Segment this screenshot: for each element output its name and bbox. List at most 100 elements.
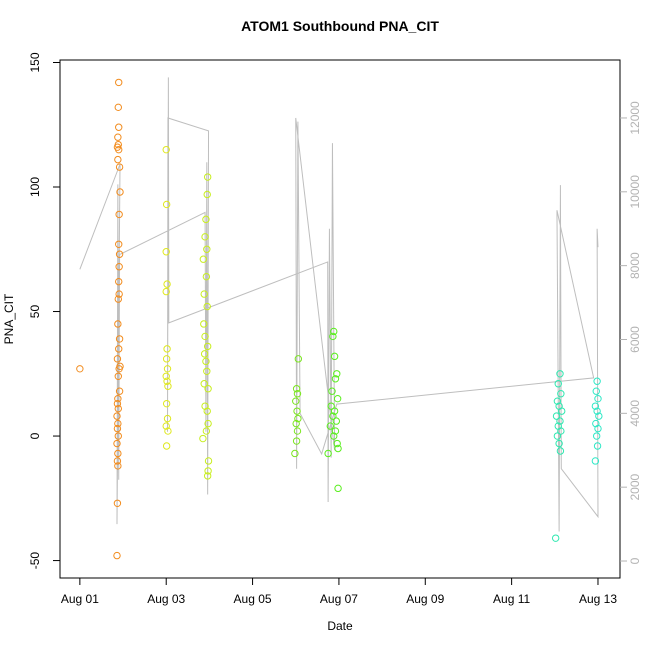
data-point — [162, 399, 171, 408]
data-point — [203, 367, 211, 375]
x-axis-label: Date — [327, 619, 353, 633]
data-point — [163, 377, 171, 385]
data-point — [115, 277, 123, 286]
data-point — [334, 444, 342, 453]
data-point — [114, 103, 122, 112]
data-point — [591, 402, 600, 410]
data-point — [163, 345, 171, 353]
data-point — [202, 427, 211, 435]
data-point — [201, 332, 209, 341]
data-point — [291, 449, 299, 458]
data-point — [163, 280, 171, 288]
data-point — [292, 385, 301, 393]
data-point — [204, 467, 212, 475]
chart-title: ATOM1 Southbound PNA_CIT — [241, 18, 439, 34]
x-tick-label: Aug 01 — [61, 592, 99, 606]
data-point — [162, 372, 170, 380]
y2-tick-label: 4000 — [628, 400, 642, 427]
data-point — [114, 449, 122, 458]
data-point — [162, 248, 170, 256]
data-point — [204, 457, 213, 465]
data-point — [202, 272, 211, 281]
data-point — [293, 407, 301, 415]
data-point — [329, 412, 337, 420]
data-point — [553, 397, 562, 405]
data-point — [76, 365, 84, 373]
x-tick-label: Aug 03 — [147, 592, 185, 606]
data-point — [204, 385, 212, 393]
data-point — [294, 355, 303, 363]
data-point — [115, 290, 123, 298]
data-point — [331, 375, 340, 383]
data-point — [324, 449, 332, 458]
data-point — [113, 457, 122, 465]
y2-tick-label: 2000 — [628, 474, 642, 501]
data-point — [200, 350, 209, 358]
data-point — [116, 188, 124, 196]
data-point — [294, 414, 302, 423]
data-point — [115, 345, 123, 353]
data-point — [162, 442, 171, 450]
data-point — [113, 439, 121, 448]
data-point — [553, 432, 562, 440]
data-point — [292, 397, 300, 405]
data-point — [202, 215, 210, 224]
data-point — [556, 417, 564, 425]
data-point — [204, 419, 212, 428]
data-point — [162, 145, 170, 154]
data-point — [555, 439, 563, 448]
y-tick-label: 100 — [28, 177, 42, 197]
data-point — [199, 255, 208, 263]
data-point — [114, 133, 122, 141]
data-point — [556, 370, 564, 378]
data-point — [162, 355, 171, 363]
data-point — [114, 462, 122, 470]
data-point — [330, 432, 338, 440]
data-point — [113, 551, 121, 560]
data-point — [114, 394, 122, 403]
data-point — [199, 434, 207, 443]
data-point — [113, 355, 122, 363]
data-point — [333, 370, 341, 378]
data-point — [115, 163, 124, 171]
data-point — [592, 432, 601, 440]
data-point — [201, 233, 209, 241]
data-point — [293, 390, 302, 398]
data-point — [557, 427, 565, 435]
data-point — [200, 290, 208, 298]
data-point — [203, 190, 211, 199]
data-point — [552, 412, 561, 420]
data-point — [334, 484, 342, 493]
data-point — [115, 335, 124, 343]
data-point — [595, 412, 603, 420]
data-point — [113, 499, 122, 507]
data-point — [203, 302, 211, 311]
data-point — [114, 295, 122, 303]
data-point — [329, 332, 337, 341]
data-point — [115, 240, 123, 248]
data-point — [592, 387, 600, 395]
data-point — [203, 173, 212, 181]
data-point — [114, 320, 122, 328]
y-axis-label: PNA_CIT — [2, 293, 16, 344]
y-tick-label: 50 — [28, 305, 42, 319]
data-point — [114, 372, 122, 380]
data-point — [556, 447, 565, 455]
data-point — [592, 419, 600, 428]
data-point — [162, 287, 170, 296]
data-point — [551, 534, 560, 542]
data-point — [593, 407, 601, 415]
data-point — [114, 155, 122, 164]
data-point — [113, 412, 121, 420]
data-line — [79, 77, 599, 532]
data-point — [557, 390, 565, 398]
y2-tick-label: 0 — [628, 557, 642, 564]
data-point — [333, 394, 342, 403]
data-point — [114, 404, 122, 413]
data-point — [328, 387, 336, 395]
data-point — [115, 387, 124, 395]
data-point — [113, 399, 122, 408]
data-point — [593, 442, 602, 450]
data-point — [114, 419, 122, 428]
data-point — [203, 245, 211, 253]
